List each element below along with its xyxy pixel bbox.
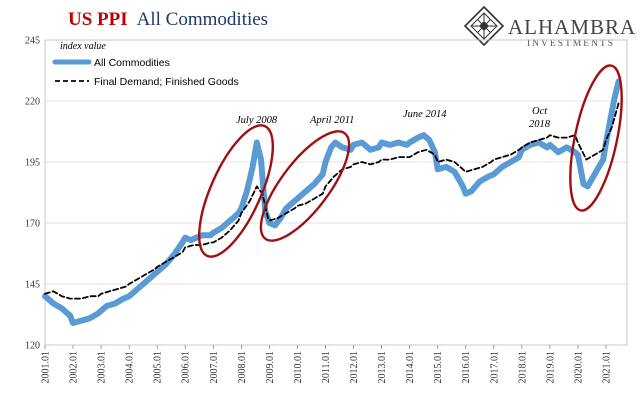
annotation-oct: Oct: [532, 106, 548, 117]
title-part2: All Commodities: [137, 9, 268, 30]
x-tick-label-2005.01: 2005.01: [153, 351, 164, 384]
x-tick-label-2021.01: 2021.01: [601, 351, 612, 384]
y-axis-label: index value: [60, 41, 106, 52]
annotation-july-2008: July 2008: [236, 115, 278, 126]
x-tick-label-2018.01: 2018.01: [517, 351, 528, 384]
plot-area: [44, 39, 628, 346]
x-tick-label-2006.01: 2006.01: [181, 351, 192, 384]
highlight-ellipses: [197, 64, 623, 258]
legend-background: [52, 52, 252, 94]
x-tick-label-2014.01: 2014.01: [405, 351, 416, 384]
x-tick-label-2011.01: 2011.01: [321, 351, 332, 383]
y-tick-label-145: 145: [25, 280, 40, 291]
series-line-all-commodities: [42, 78, 622, 326]
x-tick-label-2008.01: 2008.01: [237, 351, 248, 384]
diamond-lattice-logo-icon: [463, 5, 505, 47]
series-line-final-demand: [44, 102, 620, 300]
x-tick-label-2015.01: 2015.01: [433, 351, 444, 384]
highlight-ellipse-2011: [259, 130, 351, 242]
annotation-june-2014: June 2014: [403, 109, 447, 120]
x-tick-label-2003.01: 2003.01: [97, 351, 108, 384]
y-tick-label-220: 220: [25, 97, 40, 108]
y-tick-label-170: 170: [25, 219, 40, 230]
x-tick-label-2019.01: 2019.01: [545, 351, 556, 384]
y-tick-label-195: 195: [25, 158, 40, 169]
legend: All Commodities Final Demand; Finished G…: [52, 52, 252, 94]
highlight-ellipse-2008: [197, 124, 275, 258]
annotation-2018: 2018: [529, 119, 551, 130]
x-tick-label-2009.01: 2009.01: [265, 351, 276, 384]
x-tick-label-2010.01: 2010.01: [293, 351, 304, 384]
brand-logo: ALHAMBRA INVESTMENTS: [463, 5, 636, 49]
x-tick-label-2007.01: 2007.01: [209, 351, 220, 384]
chart-title: US PPI All Commodities: [68, 9, 268, 30]
title-part1: US PPI: [68, 9, 128, 30]
series-layer: [42, 78, 622, 326]
legend-label-all-commodities: All Commodities: [94, 57, 170, 69]
highlight-ellipse-2021: [569, 64, 623, 212]
x-tick-label-2004.01: 2004.01: [125, 351, 136, 384]
y-tick-label-120: 120: [25, 341, 40, 352]
brand-sub: INVESTMENTS: [527, 39, 615, 49]
x-tick-label-2002.01: 2002.01: [69, 351, 80, 384]
annotation-april-2011: April 2011: [309, 115, 354, 126]
x-tick-label-2016.01: 2016.01: [461, 351, 472, 384]
y-tick-label-245: 245: [25, 36, 40, 47]
x-tick-label-2017.01: 2017.01: [489, 351, 500, 384]
x-tick-label-2013.01: 2013.01: [377, 351, 388, 384]
brand-name: ALHAMBRA: [508, 15, 636, 39]
legend-label-final-demand: Final Demand; Finished Goods: [94, 76, 239, 88]
y-axis: 120 145 170 195 220 245: [25, 36, 40, 352]
x-tick-label-2020.01: 2020.01: [573, 351, 584, 384]
x-tick-label-2001.01: 2001.01: [41, 351, 52, 384]
x-tick-label-2012.01: 2012.01: [349, 351, 360, 384]
x-axis: 2001.01 2002.01 2003.01 2004.01 2005.01 2006.…: [41, 345, 612, 384]
